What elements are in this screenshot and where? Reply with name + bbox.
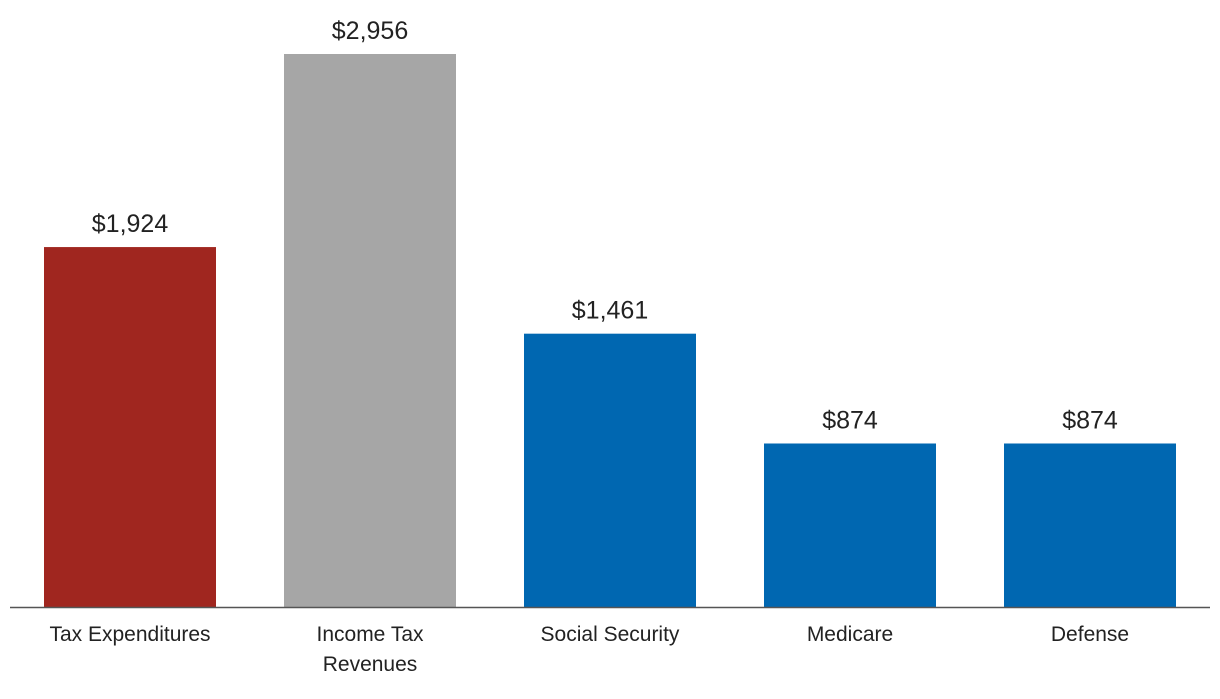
category-label-0: Tax Expenditures [49,623,210,646]
value-labels-layer: $1,924 $2,956 $1,461 $874 $874 [92,17,1118,434]
category-label-line: Income Tax [317,623,424,646]
bar-4 [1004,443,1176,607]
bar-3 [764,443,936,607]
category-label-2: Social Security [541,623,680,646]
category-label-line: Medicare [807,623,893,646]
value-label-1: $2,956 [332,17,408,45]
category-labels-layer: Tax Expenditures Income Tax Revenues Social… [49,623,1129,676]
category-label-line: Revenues [323,653,418,676]
value-label-4: $874 [1062,406,1118,434]
value-label-0: $1,924 [92,210,169,238]
bar-1 [284,54,456,607]
bar-2 [524,333,696,607]
category-label-4: Defense [1051,623,1129,646]
bar-0 [44,247,216,607]
category-label-line: Defense [1051,623,1129,646]
category-label-3: Medicare [807,623,893,646]
category-label-line: Social Security [541,623,680,646]
value-label-2: $1,461 [572,297,648,325]
bars-layer [44,54,1176,607]
category-label-line: Tax Expenditures [49,623,210,646]
category-label-1: Income Tax Revenues [317,623,424,676]
value-label-3: $874 [822,406,878,434]
